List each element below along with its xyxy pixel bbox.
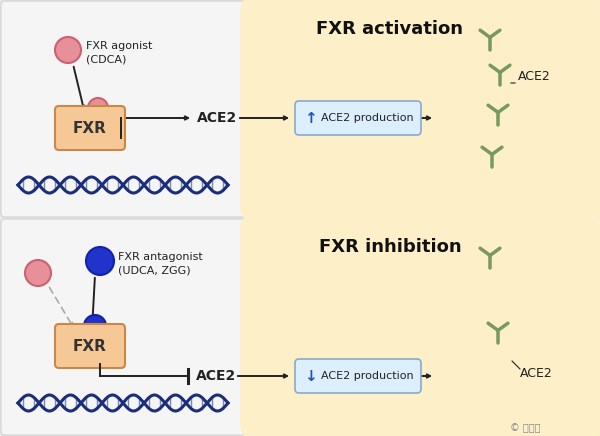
FancyBboxPatch shape [55, 106, 125, 150]
FancyBboxPatch shape [1, 219, 599, 435]
Text: FXR activation: FXR activation [317, 20, 464, 38]
Text: ACE2 production: ACE2 production [321, 113, 413, 123]
Circle shape [84, 315, 106, 337]
Text: ↑: ↑ [304, 110, 316, 126]
Text: ↓: ↓ [304, 368, 316, 384]
Text: ACE2: ACE2 [197, 111, 237, 125]
Text: ACE2: ACE2 [196, 369, 236, 383]
Circle shape [25, 260, 51, 286]
FancyBboxPatch shape [55, 324, 125, 368]
Text: FXR: FXR [73, 120, 107, 136]
Text: FXR: FXR [73, 338, 107, 354]
Text: ACE2: ACE2 [518, 71, 551, 84]
Text: ACE2 production: ACE2 production [321, 371, 413, 381]
Circle shape [55, 37, 81, 63]
Bar [253, 231, 285, 423]
Text: FXR antagonist: FXR antagonist [118, 252, 203, 262]
FancyBboxPatch shape [240, 213, 600, 436]
Text: ACE2: ACE2 [520, 367, 553, 379]
Circle shape [86, 247, 114, 275]
FancyBboxPatch shape [240, 0, 600, 223]
Text: (CDCA): (CDCA) [86, 54, 127, 64]
FancyBboxPatch shape [1, 1, 599, 217]
Text: FXR agonist: FXR agonist [86, 41, 152, 51]
Bar [253, 13, 285, 205]
FancyBboxPatch shape [295, 359, 421, 393]
FancyBboxPatch shape [295, 101, 421, 135]
Text: (UDCA, ZGG): (UDCA, ZGG) [118, 265, 191, 275]
Text: FXR inhibition: FXR inhibition [319, 238, 461, 256]
Text: © 量子位: © 量子位 [510, 423, 541, 433]
Circle shape [88, 98, 108, 118]
